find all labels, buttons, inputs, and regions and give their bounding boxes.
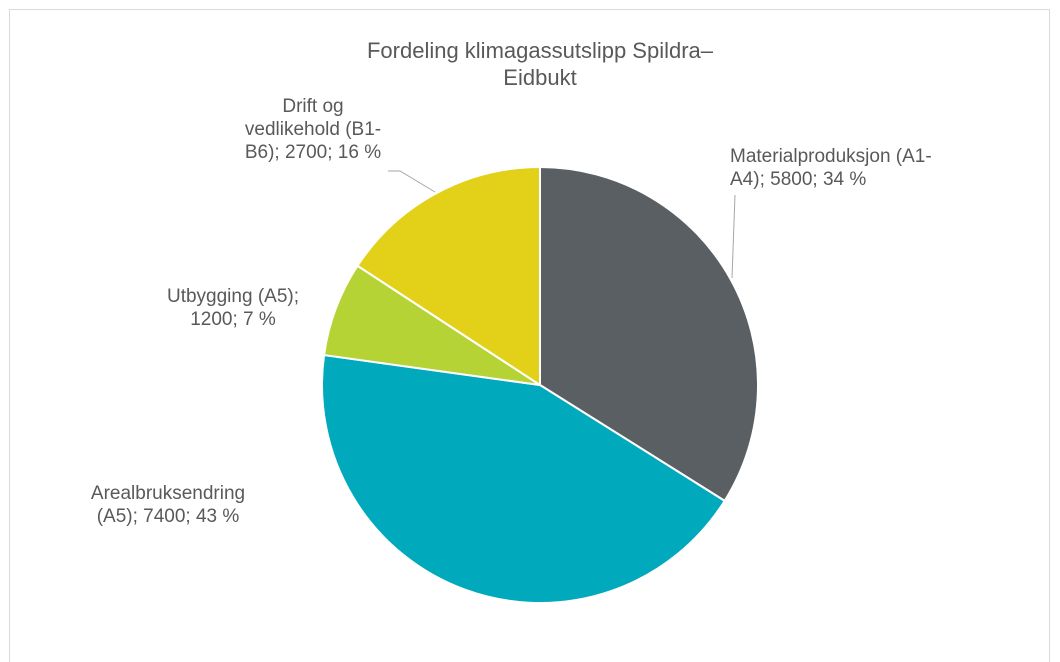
leader-line xyxy=(388,170,436,193)
data-label: Utbygging (A5); 1200; 7 % xyxy=(166,286,299,330)
data-label: Materialproduksjon (A1-A4); 5800; 34 % xyxy=(730,146,932,190)
chart-frame xyxy=(9,9,1050,662)
chart-title: Fordeling klimagassutslipp Spildra–Eidbu… xyxy=(366,38,714,90)
pie-slice xyxy=(539,165,759,503)
pie-slice xyxy=(321,353,727,604)
pie xyxy=(321,165,759,604)
data-label: Arealbruksendring (A5); 7400; 43 % xyxy=(90,483,246,527)
leader-line xyxy=(731,194,736,279)
data-label: Drift og vedlikehold (B1-B6); 2700; 16 % xyxy=(244,96,382,163)
pie-slice xyxy=(356,165,541,387)
